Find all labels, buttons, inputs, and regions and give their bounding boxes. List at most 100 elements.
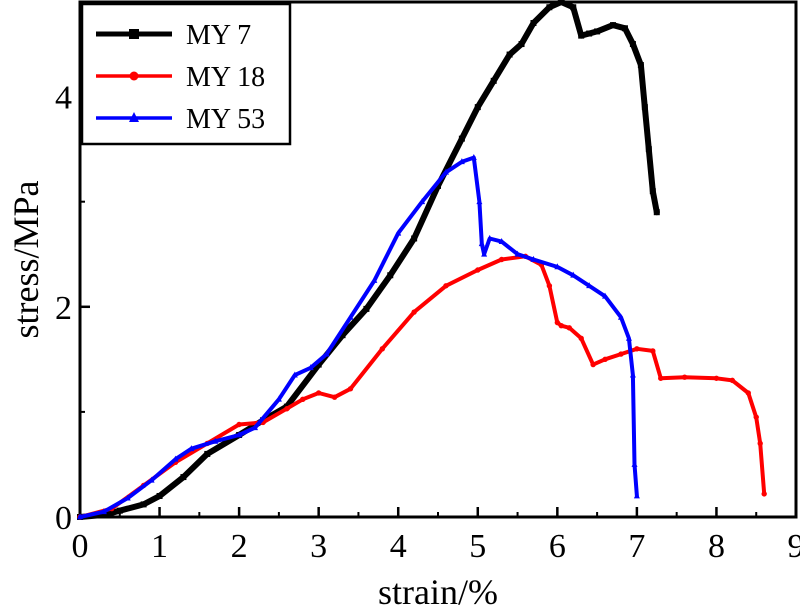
data-point-my-18 (284, 406, 290, 412)
data-point-my-18 (713, 375, 720, 381)
data-point-my-7 (649, 188, 656, 195)
x-tick-label: 3 (310, 528, 327, 565)
data-point-my-53 (631, 460, 638, 467)
data-point-my-53 (478, 240, 485, 247)
data-point-my-7 (474, 104, 481, 111)
data-point-my-53 (347, 313, 354, 320)
data-point-my-18 (554, 319, 561, 326)
x-tick-label: 6 (549, 528, 566, 565)
data-point-my-7 (180, 474, 187, 481)
x-tick-label: 8 (708, 528, 725, 565)
data-point-my-7 (339, 332, 346, 339)
data-point-my-18 (745, 390, 751, 396)
data-point-my-53 (629, 371, 636, 378)
data-point-my-53 (570, 271, 577, 278)
x-tick-label: 5 (469, 528, 486, 565)
data-point-my-18 (658, 375, 664, 381)
data-point-my-53 (172, 455, 179, 462)
legend-marker-my-7 (129, 29, 139, 39)
legend-marker-my-18 (129, 71, 139, 81)
data-point-my-18 (761, 491, 767, 497)
data-point-my-18 (757, 440, 763, 447)
data-point-my-7 (490, 77, 497, 84)
series-line-my-53 (78, 155, 639, 519)
data-point-my-7 (411, 235, 418, 242)
data-point-my-7 (315, 361, 322, 368)
legend-marker-my-53 (129, 112, 139, 122)
x-tick-label: 2 (231, 528, 248, 565)
data-point-my-7 (653, 209, 660, 216)
data-point-my-18 (347, 386, 354, 392)
y-tick-label: 0 (55, 500, 72, 537)
data-point-my-53 (633, 492, 640, 499)
data-point-my-18 (331, 394, 338, 400)
data-point-my-7 (641, 104, 648, 111)
data-point-my-18 (475, 267, 481, 273)
data-point-my-53 (470, 153, 477, 160)
x-axis-title: strain/% (378, 572, 498, 609)
data-point-my-7 (506, 51, 513, 58)
data-point-my-7 (363, 305, 370, 312)
data-point-my-53 (323, 350, 330, 357)
legend-box (80, 2, 292, 146)
data-point-my-18 (618, 351, 624, 357)
series-my-53 (77, 153, 640, 520)
data-point-my-18 (443, 283, 449, 289)
data-point-my-53 (486, 234, 493, 241)
x-tick-labels: 0 1 2 3 4 5 6 7 8 9 (72, 528, 800, 565)
data-point-my-18 (498, 256, 505, 263)
data-point-my-53 (77, 513, 83, 520)
data-point-my-53 (275, 395, 282, 402)
data-point-my-7 (578, 32, 585, 39)
data-point-my-53 (442, 168, 449, 175)
x-tick-label: 1 (151, 528, 168, 565)
x-tick-label: 9 (788, 528, 800, 565)
y-tick-labels: 0 2 4 (55, 80, 72, 537)
data-point-my-18 (411, 309, 417, 315)
legend-label-my-7: MY 7 (186, 20, 251, 51)
data-point-my-7 (637, 62, 644, 69)
y-tick-label: 2 (55, 290, 72, 327)
data-point-my-7 (156, 492, 163, 499)
data-point-my-53 (554, 263, 561, 270)
legend-item-my-18: MY 18 (96, 62, 265, 93)
data-point-my-53 (476, 198, 483, 205)
data-point-my-7 (116, 507, 123, 514)
data-point-my-7 (530, 20, 537, 27)
data-point-my-53 (419, 198, 426, 205)
data-point-my-18 (602, 356, 608, 363)
data-point-my-18 (650, 348, 656, 354)
data-point-my-18 (753, 414, 759, 420)
data-point-my-7 (387, 272, 394, 279)
data-point-my-53 (395, 229, 402, 236)
legend-item-my-7: MY 7 (96, 20, 251, 51)
data-point-my-53 (371, 276, 378, 283)
data-point-my-18 (729, 377, 736, 384)
data-point-my-53 (498, 238, 505, 245)
data-point-my-18 (546, 283, 553, 289)
data-point-my-7 (586, 30, 593, 37)
x-tick-label: 4 (390, 528, 407, 565)
data-point-my-7 (458, 135, 465, 142)
data-point-my-53 (212, 437, 219, 444)
data-point-my-53 (602, 292, 609, 299)
data-point-my-7 (435, 182, 441, 189)
series-layer (77, 0, 767, 520)
data-point-my-53 (625, 334, 632, 341)
legend-label-my-18: MY 18 (186, 62, 265, 93)
data-point-my-18 (558, 323, 565, 329)
data-point-my-53 (481, 250, 488, 257)
data-point-my-53 (514, 250, 521, 257)
data-point-my-18 (315, 390, 322, 396)
data-point-my-18 (590, 361, 596, 368)
data-point-my-53 (236, 431, 243, 438)
data-point-my-7 (645, 146, 652, 153)
legend: MY 7 MY 18 MY 53 (80, 2, 292, 146)
x-tick-label: 0 (72, 528, 89, 565)
data-point-my-7 (100, 511, 107, 518)
data-point-my-18 (681, 374, 688, 380)
data-point-my-7 (518, 41, 525, 48)
data-point-my-7 (570, 4, 577, 11)
data-point-my-18 (379, 346, 386, 352)
